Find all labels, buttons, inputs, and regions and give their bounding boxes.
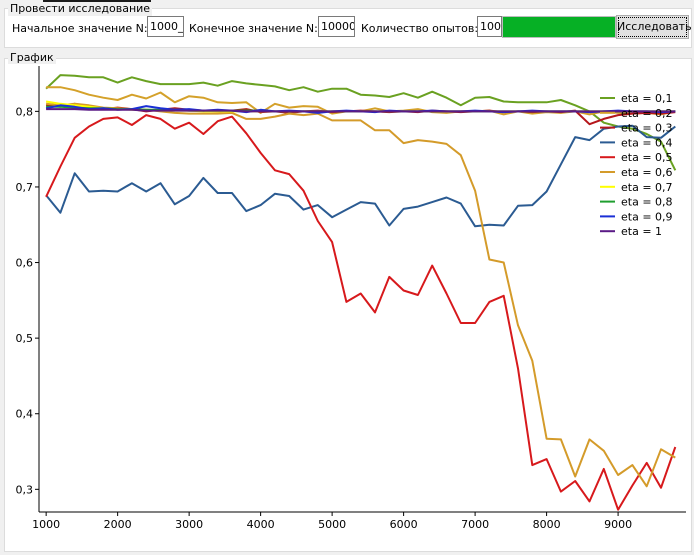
start-n-input[interactable]: 1000_ (147, 16, 184, 37)
x-tick-label: 2000 (104, 518, 132, 531)
experiments-count-input[interactable]: 100 (477, 16, 502, 37)
x-tick-label: 1000 (32, 518, 60, 531)
legend-label: eta = 1 (621, 225, 662, 238)
legend-label: eta = 0,3 (621, 122, 673, 135)
progress-bar (502, 16, 616, 38)
legend-label: eta = 0,7 (621, 181, 673, 194)
legend-label: eta = 0,4 (621, 136, 673, 149)
y-tick-label: 0,4 (16, 408, 34, 421)
legend-label: eta = 0,1 (621, 92, 673, 105)
x-tick-label: 5000 (318, 518, 346, 531)
start-n-label: Начальное значение N: (12, 22, 148, 35)
x-tick-label: 7000 (461, 518, 489, 531)
x-tick-label: 8000 (533, 518, 561, 531)
y-tick-label: 0,3 (16, 483, 34, 496)
series-line-4 (45, 124, 676, 228)
y-tick-label: 0,7 (16, 181, 34, 194)
legend-label: eta = 0,2 (621, 107, 673, 120)
research-group-title: Провести исследование (8, 2, 153, 16)
research-button[interactable]: Исследовать (616, 15, 692, 39)
y-tick-label: 0,5 (16, 332, 34, 345)
y-tick-label: 0,6 (16, 257, 34, 270)
series-line-10 (46, 108, 676, 113)
end-n-label: Конечное значение N: (189, 22, 318, 35)
experiments-count-label: Количество опытов: (361, 22, 479, 35)
x-tick-label: 6000 (390, 518, 418, 531)
x-tick-label: 4000 (247, 518, 275, 531)
x-tick-label: 9000 (604, 518, 632, 531)
y-tick-label: 0,8 (16, 105, 34, 118)
legend-label: eta = 0,9 (621, 210, 673, 223)
x-tick-label: 3000 (175, 518, 203, 531)
legend-label: eta = 0,5 (621, 151, 673, 164)
series-line-5 (45, 114, 677, 511)
progress-fill (503, 17, 615, 37)
series-line-1 (45, 74, 677, 171)
chart-group-title: График (8, 51, 56, 64)
legend-label: eta = 0,6 (621, 166, 673, 179)
end-n-input[interactable]: 10000 (318, 16, 355, 37)
legend-label: eta = 0,8 (621, 196, 673, 209)
